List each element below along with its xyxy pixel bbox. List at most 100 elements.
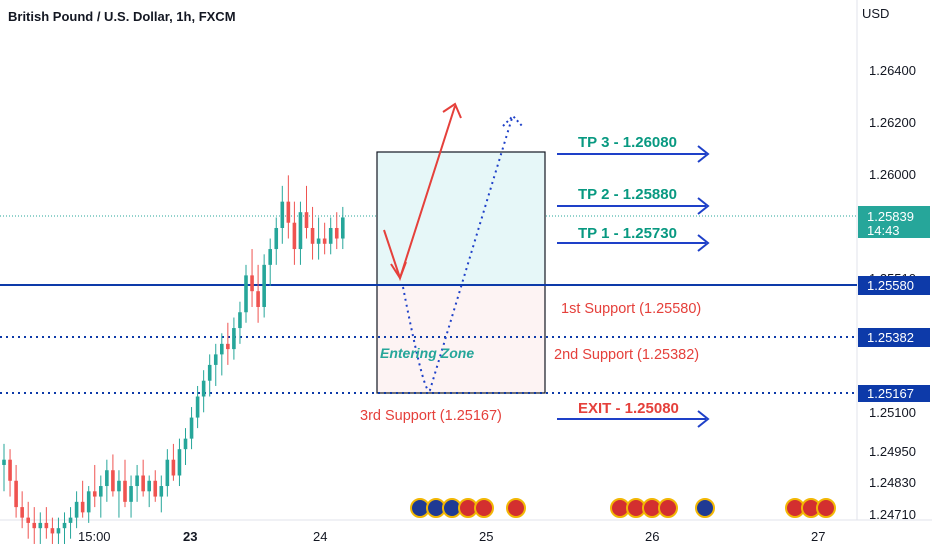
- tp-3-arrow: [557, 145, 710, 163]
- y-tick-label: 1.24710: [869, 507, 916, 522]
- candle-body: [316, 238, 321, 244]
- candle-body: [111, 470, 115, 492]
- candle-body: [256, 291, 260, 307]
- candle-body: [286, 201, 291, 223]
- current-price-tag: 1.25839 14:43: [858, 206, 930, 238]
- candles-group: [2, 175, 345, 544]
- event-flags-day26: [610, 498, 715, 518]
- candle-body: [38, 522, 43, 529]
- x-tick-label: 27: [811, 529, 825, 544]
- candle-body: [8, 459, 12, 481]
- event-flags-day27: [785, 498, 836, 518]
- blue-projection-path: [402, 117, 513, 392]
- x-tick-label: 26: [645, 529, 659, 544]
- tp-2-arrow: [557, 197, 710, 215]
- candle-body: [213, 354, 218, 365]
- candle-body: [177, 449, 182, 476]
- candle-body: [80, 501, 85, 513]
- support-2-tag: 1.25382: [858, 328, 930, 347]
- red-arrow-head-down: [390, 261, 407, 281]
- candle-body: [2, 459, 6, 465]
- support-1-tag: 1.25580: [858, 276, 930, 295]
- red-arrow-head-up: [442, 102, 462, 119]
- candle-body: [26, 517, 30, 523]
- support-1-label: 1st Support (1.25580): [561, 301, 701, 317]
- candle-body: [274, 227, 279, 250]
- us-flag-icon: [658, 498, 678, 518]
- support-2-label: 2nd Support (1.25382): [554, 347, 699, 363]
- support-2-tag-value: 1.25382: [867, 330, 914, 345]
- tp-1-label: TP 1 - 1.25730: [578, 225, 677, 242]
- candle-body: [268, 249, 272, 265]
- candle-body: [44, 522, 49, 529]
- candle-body: [201, 380, 206, 397]
- candle-body: [250, 275, 254, 292]
- candle-body: [220, 343, 224, 355]
- candle-body: [123, 480, 127, 502]
- y-tick-label: 1.26000: [869, 167, 916, 182]
- candle-body: [334, 227, 339, 239]
- chart-title: British Pound / U.S. Dollar, 1h, FXCM: [8, 9, 236, 24]
- candle-body: [226, 343, 230, 350]
- exit-arrow: [557, 410, 710, 428]
- candle-body: [56, 528, 61, 534]
- candle-body: [322, 238, 327, 244]
- candle-body: [195, 396, 200, 418]
- tp-2-label: TP 2 - 1.25880: [578, 186, 677, 203]
- candle-body: [244, 275, 248, 313]
- support-3-tag: 1.25167: [858, 385, 930, 402]
- uk-flag-icon: [695, 498, 715, 518]
- tp-1-arrow: [557, 234, 710, 252]
- y-tick-label: 1.24950: [869, 444, 916, 459]
- x-tick-label: 24: [313, 529, 327, 544]
- candle-body: [74, 501, 79, 518]
- us-flag-icon: [816, 498, 836, 518]
- candle-body: [20, 507, 24, 518]
- x-tick-label: 15:00: [78, 529, 111, 544]
- support-3-label: 3rd Support (1.25167): [360, 408, 502, 424]
- candle-body: [207, 364, 212, 381]
- candle-body: [165, 459, 170, 487]
- candle-body: [99, 486, 103, 497]
- blue-arrow-head: [502, 114, 524, 128]
- candle-body: [86, 491, 91, 513]
- exit-label: EXIT - 1.25080: [578, 400, 679, 417]
- candle-body: [50, 528, 55, 534]
- x-tick-label: 25: [479, 529, 493, 544]
- target-zone-box: [376, 151, 546, 286]
- x-tick-label: 23: [183, 529, 197, 544]
- candle-body: [280, 201, 285, 228]
- candle-body: [153, 480, 158, 497]
- countdown-value: 14:43: [867, 223, 900, 238]
- x-axis: 15:00 23 24 25 26 27: [78, 529, 825, 544]
- entering-zone-box: [376, 284, 546, 394]
- candle-body: [92, 491, 97, 497]
- current-price-value: 1.25839: [867, 209, 914, 224]
- tp-3-label: TP 3 - 1.26080: [578, 134, 677, 151]
- y-tick-label: 1.26400: [869, 63, 916, 78]
- candle-body: [262, 264, 266, 307]
- candle-body: [105, 470, 109, 487]
- candle-body: [117, 480, 121, 492]
- candle-body: [304, 212, 309, 228]
- y-tick-label: 1.24830: [869, 475, 916, 490]
- candle-body: [68, 517, 73, 523]
- candle-body: [328, 227, 333, 244]
- candle-body: [183, 438, 188, 450]
- candle-body: [14, 480, 18, 508]
- candle-body: [232, 328, 236, 350]
- us-flag-icon: [506, 498, 526, 518]
- support-3-tag-value: 1.25167: [867, 386, 914, 401]
- candle-body: [62, 522, 67, 529]
- candle-body: [171, 459, 176, 476]
- us-flag-icon: [474, 498, 494, 518]
- candle-body: [310, 227, 315, 244]
- candle-body: [292, 222, 297, 250]
- candle-body: [238, 312, 242, 329]
- y-tick-label: 1.25100: [869, 405, 916, 420]
- candle-body: [135, 475, 139, 487]
- candle-body: [159, 486, 164, 497]
- candle-body: [32, 522, 37, 529]
- candle-body: [341, 217, 345, 239]
